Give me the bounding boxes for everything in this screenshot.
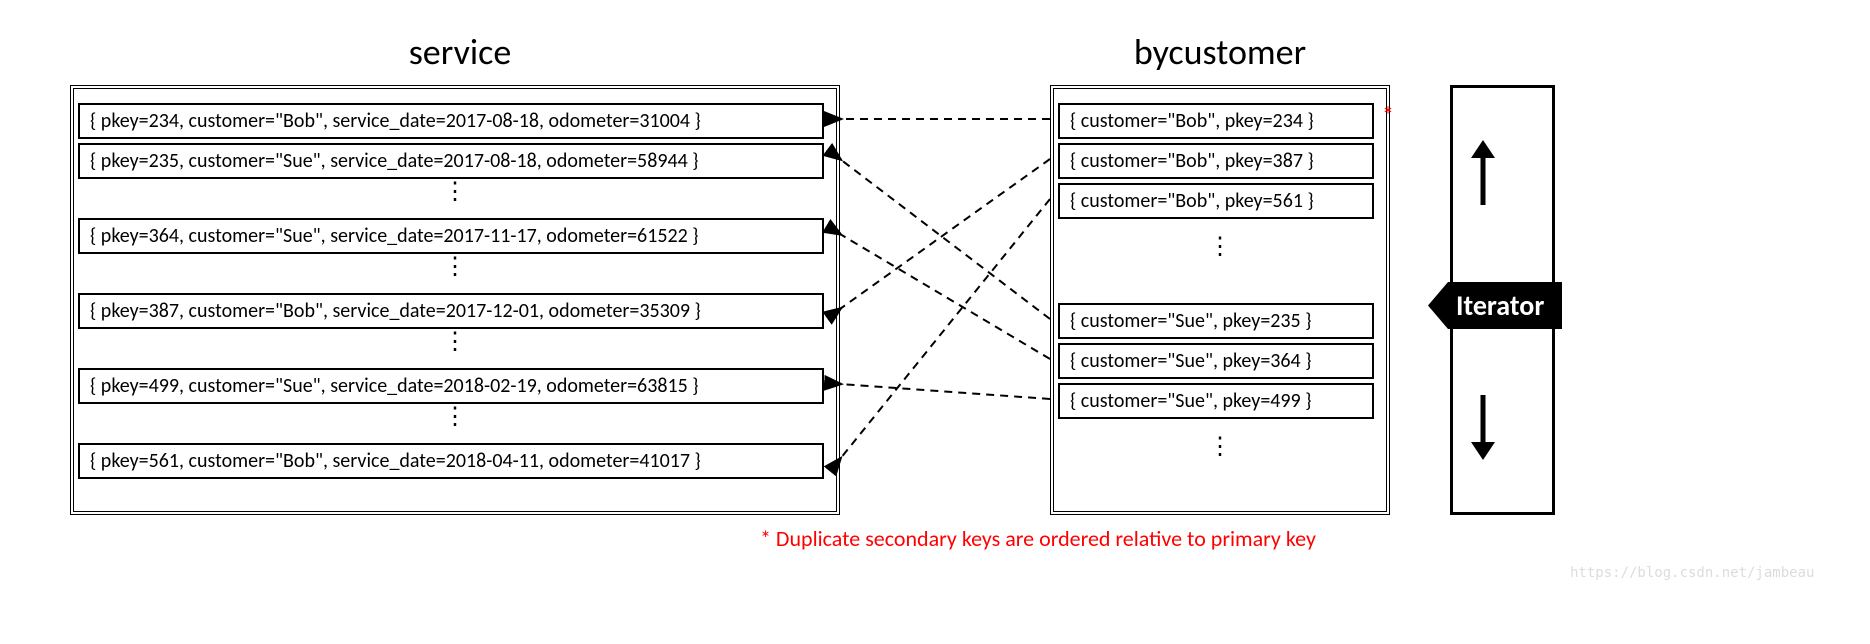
iterator-label: Iterator [1428, 282, 1562, 329]
vdots-icon: ⋮ [78, 408, 832, 430]
vdots-icon: ⋮ [1058, 438, 1382, 460]
bycustomer-title: bycustomer [1090, 30, 1350, 74]
bycustomer-row: { customer="Bob", pkey=561 } [1058, 183, 1374, 219]
vdots-icon: ⋮ [78, 183, 832, 205]
footnote: * Duplicate secondary keys are ordered r… [760, 525, 1316, 552]
bycustomer-row: { customer="Sue", pkey=364 } [1058, 343, 1374, 379]
bycustomer-row: { customer="Bob", pkey=234 } [1058, 103, 1374, 139]
service-row: { pkey=235, customer="Sue", service_date… [78, 143, 824, 179]
bycustomer-row: { customer="Sue", pkey=235 } [1058, 303, 1374, 339]
bycustomer-row: { customer="Sue", pkey=499 } [1058, 383, 1374, 419]
vdots-icon: ⋮ [1058, 238, 1382, 260]
vdots-icon: ⋮ [78, 258, 832, 280]
service-row: { pkey=499, customer="Sue", service_date… [78, 368, 824, 404]
watermark: https://blog.csdn.net/jambeau [1570, 565, 1814, 581]
asterisk-icon: * [1382, 101, 1394, 130]
service-row: { pkey=387, customer="Bob", service_date… [78, 293, 824, 329]
bycustomer-row: { customer="Bob", pkey=387 } [1058, 143, 1374, 179]
vdots-icon: ⋮ [78, 333, 832, 355]
service-row: { pkey=561, customer="Bob", service_date… [78, 443, 824, 479]
arrow-down-icon [1463, 390, 1503, 465]
service-row: { pkey=364, customer="Sue", service_date… [78, 218, 824, 254]
arrow-up-icon [1463, 140, 1503, 215]
service-row: { pkey=234, customer="Bob", service_date… [78, 103, 824, 139]
service-title: service [360, 30, 560, 74]
